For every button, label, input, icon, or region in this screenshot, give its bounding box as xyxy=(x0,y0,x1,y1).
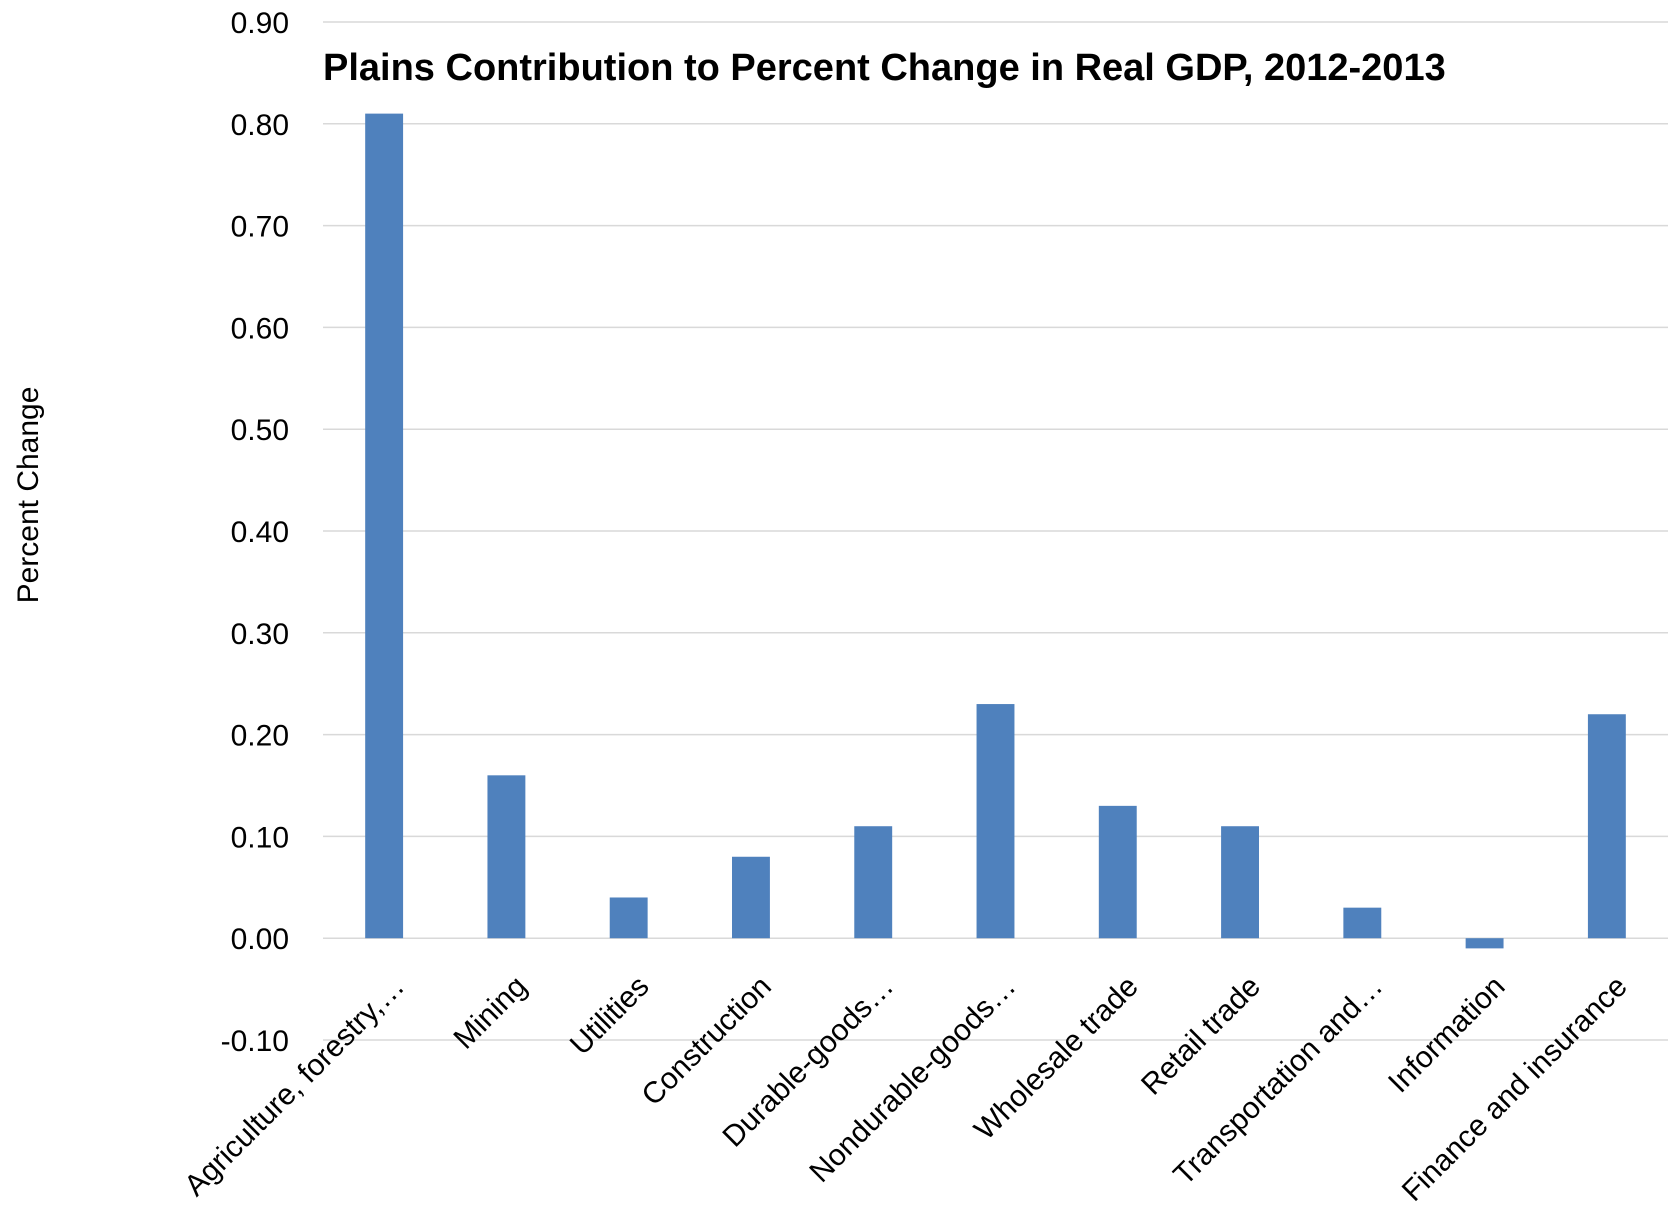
bar xyxy=(976,704,1015,939)
bar xyxy=(1221,826,1259,939)
x-category-label: Agriculture, forestry,… xyxy=(178,970,411,1203)
bar xyxy=(1343,907,1382,939)
y-tick-label: 0.90 xyxy=(231,7,289,40)
y-tick-label: 0.50 xyxy=(231,414,289,447)
bar xyxy=(1098,805,1137,939)
y-tick-label: 0.80 xyxy=(231,109,289,142)
bars xyxy=(365,113,1626,949)
x-category-label: Utilities xyxy=(564,970,656,1062)
y-tick-label: 0.10 xyxy=(231,821,289,854)
y-axis-tick-labels: -0.10 0.00 0.10 0.20 0.30 0.40 0.50 0.60 0.70 0.8… xyxy=(221,7,289,1058)
bar xyxy=(854,826,893,939)
chart-title: Plains Contribution to Percent Change in… xyxy=(323,47,1446,89)
y-tick-label: 0.70 xyxy=(231,211,289,244)
x-category-label: Nondurable-goods… xyxy=(803,970,1022,1189)
gridlines xyxy=(323,21,1668,1041)
y-tick-label: 0.20 xyxy=(231,720,289,753)
y-tick-label: 0.60 xyxy=(231,312,289,345)
y-tick-label: 0.00 xyxy=(231,923,289,956)
y-tick-label: 0.40 xyxy=(231,516,289,549)
bar xyxy=(732,856,770,939)
bar xyxy=(609,897,648,939)
y-tick-label: 0.30 xyxy=(231,618,289,651)
y-tick-label: -0.10 xyxy=(221,1025,289,1058)
x-category-label: Information xyxy=(1382,970,1511,1099)
bar xyxy=(365,113,404,939)
x-category-label: Finance and insurance xyxy=(1396,970,1634,1208)
x-category-label: Retail trade xyxy=(1135,970,1267,1102)
bar xyxy=(1587,714,1626,939)
bar xyxy=(1465,938,1504,949)
x-category-label: Mining xyxy=(448,970,534,1056)
bar xyxy=(487,775,526,939)
y-axis-title: Percent Change xyxy=(12,387,45,604)
x-axis-category-labels: Agriculture, forestry,… Mining UtilitiesCo… xyxy=(178,970,1634,1208)
x-category-label: Transportation and… xyxy=(1167,970,1389,1192)
